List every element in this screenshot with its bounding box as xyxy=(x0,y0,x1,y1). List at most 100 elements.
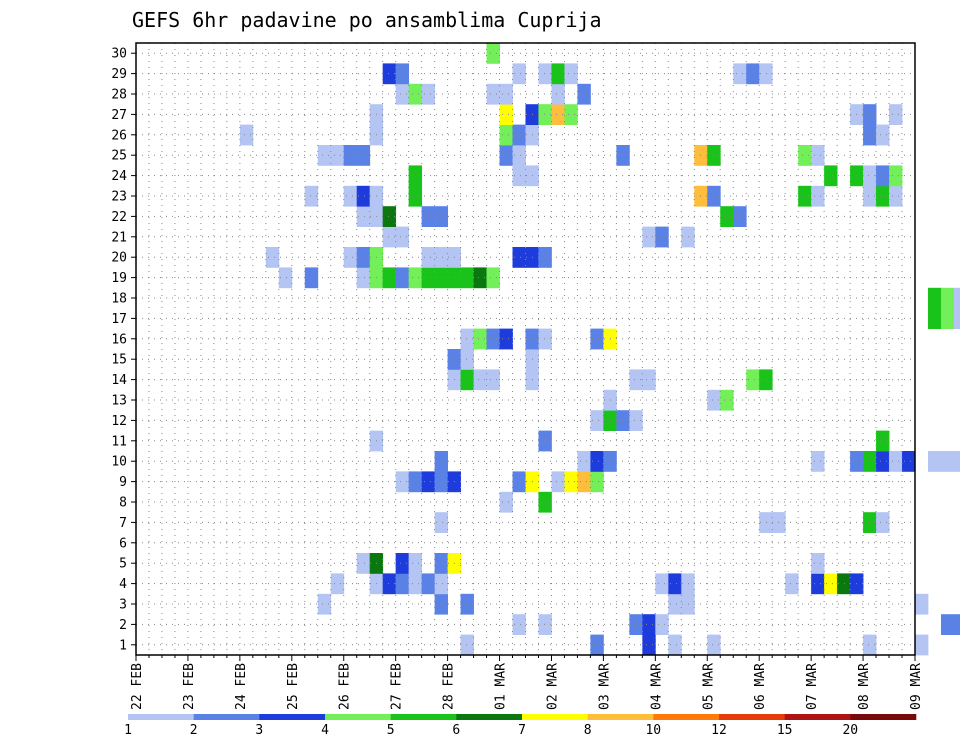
heatmap-cell xyxy=(629,410,643,431)
heatmap-cell xyxy=(577,451,591,472)
x-tick-label: 05 MAR xyxy=(701,663,716,710)
heatmap-cell xyxy=(876,430,890,452)
heatmap-cell xyxy=(668,573,682,595)
heatmap-cell xyxy=(330,145,345,166)
legend-swatch xyxy=(193,714,260,720)
y-tick-label: 4 xyxy=(119,577,127,592)
heatmap-cell xyxy=(953,308,960,329)
y-tick-label: 30 xyxy=(111,47,127,62)
heatmap-cell xyxy=(434,267,448,289)
y-tick-label: 6 xyxy=(119,536,127,551)
heatmap-cell xyxy=(551,471,565,493)
heatmap-cell xyxy=(408,573,423,595)
heatmap-cell xyxy=(616,410,630,431)
legend-label: 8 xyxy=(584,723,592,738)
heatmap-cell xyxy=(512,145,526,166)
heatmap-cell xyxy=(512,124,526,146)
y-tick-label: 24 xyxy=(111,169,127,184)
y-tick-label: 29 xyxy=(111,67,127,82)
heatmap-cell xyxy=(499,491,513,513)
y-tick-label: 14 xyxy=(111,373,127,388)
legend-swatch xyxy=(522,714,588,720)
heatmap-cell xyxy=(681,226,695,248)
heatmap-cell xyxy=(434,553,448,574)
heatmap-cell xyxy=(486,267,500,289)
heatmap-cell xyxy=(486,83,500,105)
x-tick-label: 23 FEB xyxy=(182,663,197,710)
heatmap-cell xyxy=(421,206,436,227)
x-axis: 22 FEB 23 FEB 24 FEB 25 FEB 26 FEB 27 FEB 28 F… xyxy=(130,655,924,710)
y-tick-label: 7 xyxy=(119,516,127,531)
heatmap-cell xyxy=(953,287,960,309)
heatmap-cell xyxy=(564,471,578,493)
heatmap-cell xyxy=(953,614,960,635)
heatmap-cell xyxy=(421,83,436,105)
x-tick-label: 25 FEB xyxy=(286,663,301,710)
heatmap-cell xyxy=(915,593,929,615)
heatmap-cell xyxy=(863,185,877,207)
heatmap-cell xyxy=(499,104,513,125)
heatmap-cell xyxy=(863,634,877,656)
heatmap-cell xyxy=(486,43,500,64)
heatmap-cell xyxy=(395,553,410,574)
heatmap-cell xyxy=(940,614,955,635)
heatmap-cell xyxy=(538,104,552,125)
heatmap-cell xyxy=(759,512,773,533)
heatmap-cell xyxy=(304,267,319,289)
heatmap-cell xyxy=(551,63,565,85)
heatmap-cell xyxy=(798,145,812,166)
heatmap-cell xyxy=(863,124,877,146)
heatmap-cell xyxy=(824,165,838,187)
heatmap-cell xyxy=(642,369,656,391)
heatmap-cell xyxy=(876,451,890,472)
heatmap-cell xyxy=(408,267,423,289)
heatmap-cell xyxy=(927,451,942,472)
heatmap-cell xyxy=(811,573,825,595)
heatmap-cell xyxy=(434,573,448,595)
heatmap-cell xyxy=(395,63,410,85)
heatmap-cell xyxy=(512,63,526,85)
x-tick-label: 26 FEB xyxy=(338,663,353,710)
heatmap-cell xyxy=(642,634,656,656)
heatmap-cell xyxy=(434,471,448,493)
legend-label: 1 xyxy=(124,723,132,738)
color-legend: 1 2 3 4 5 6 7 8 10 12 15 20 xyxy=(124,714,917,738)
heatmap-cell xyxy=(395,267,410,289)
legend-swatch xyxy=(259,714,326,720)
heatmap-cell xyxy=(876,124,890,146)
y-tick-label: 19 xyxy=(111,271,127,286)
heatmap-cell xyxy=(395,83,410,105)
heatmap-cell xyxy=(421,247,436,268)
heatmap-cell xyxy=(382,573,397,595)
y-tick-label: 17 xyxy=(111,312,127,327)
heatmap-cell xyxy=(889,451,903,472)
heatmap-cell xyxy=(733,63,747,85)
heatmap-cell xyxy=(707,185,721,207)
heatmap-cell xyxy=(876,512,890,533)
heatmap-cell xyxy=(824,573,838,595)
legend-label: 6 xyxy=(452,723,460,738)
legend-label: 7 xyxy=(518,723,526,738)
y-tick-label: 21 xyxy=(111,230,127,245)
heatmap-cell xyxy=(655,226,669,248)
heatmap-cell xyxy=(655,573,669,595)
heatmap-cell xyxy=(382,267,397,289)
heatmap-cell xyxy=(434,593,448,615)
heatmap-cell xyxy=(356,206,371,227)
heatmap-cell xyxy=(798,185,812,207)
y-tick-label: 23 xyxy=(111,190,127,205)
heatmap-cell xyxy=(343,145,358,166)
heatmap-cell xyxy=(927,308,942,329)
heatmap-cell xyxy=(434,247,448,268)
heatmap-cell xyxy=(460,267,474,289)
y-tick-label: 20 xyxy=(111,251,127,266)
heatmap-cell xyxy=(538,247,552,268)
heatmap-cell xyxy=(395,226,410,248)
y-tick-label: 1 xyxy=(119,638,127,653)
legend-label: 2 xyxy=(190,723,198,738)
heatmap-cell xyxy=(876,185,890,207)
heatmap-cell xyxy=(953,451,960,472)
y-tick-label: 22 xyxy=(111,210,127,225)
heatmap-cell xyxy=(564,104,578,125)
